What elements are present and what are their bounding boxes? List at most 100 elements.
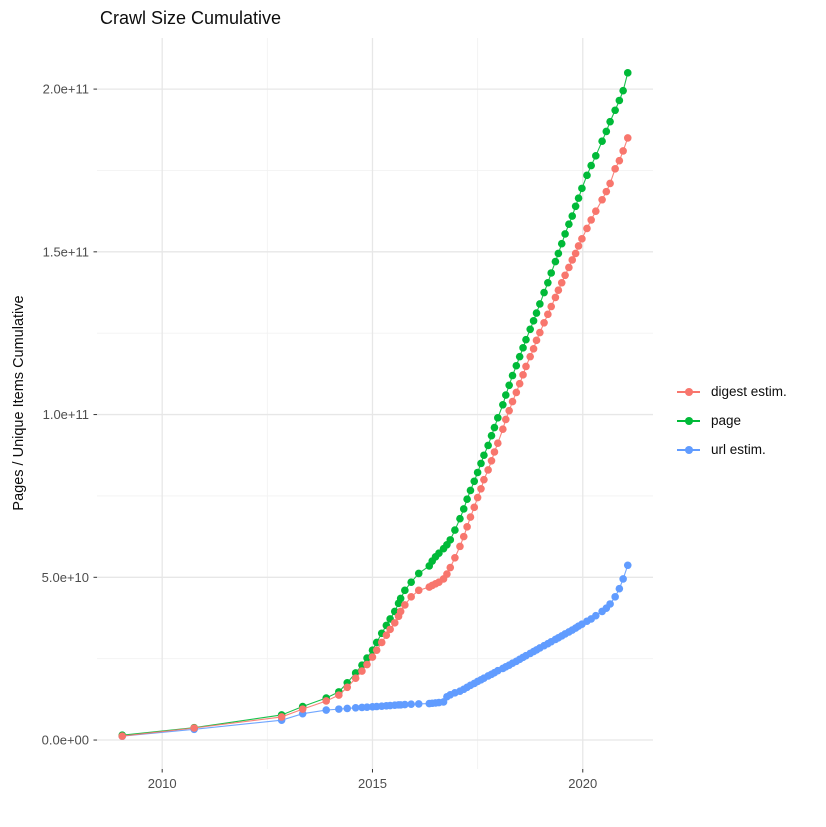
data-point-page (351, 669, 360, 677)
data-point-digest-estim (118, 732, 127, 740)
y-tick-label: 0.0e+00 (42, 733, 89, 748)
data-point-url-estim (363, 703, 371, 711)
data-point-url-estim (414, 700, 423, 708)
data-point-url-estim (606, 600, 614, 608)
legend-label: digest estim. (711, 384, 787, 399)
data-point-digest-estim (190, 724, 198, 732)
data-point-page (619, 86, 627, 95)
data-point-digest-estim (526, 352, 534, 361)
data-point-digest-estim (446, 563, 455, 572)
data-point-digest-estim (505, 406, 513, 415)
data-point-digest-estim (494, 439, 502, 448)
data-point-digest-estim (547, 302, 556, 311)
data-point-page (501, 391, 510, 399)
chart-title: Crawl Size Cumulative (100, 8, 282, 28)
data-point-digest-estim (602, 187, 611, 196)
data-point-digest-estim (322, 697, 331, 705)
data-point-page (557, 239, 566, 248)
data-point-page (512, 361, 521, 370)
data-point-digest-estim (499, 425, 507, 434)
data-point-page (470, 477, 479, 486)
data-point-page (598, 137, 606, 145)
data-point-digest-estim (343, 683, 352, 692)
data-point-url-estim (343, 704, 352, 713)
data-point-digest-estim (480, 475, 488, 484)
data-point-page (401, 586, 409, 595)
data-point-page (574, 194, 583, 202)
data-point-page (519, 344, 527, 352)
data-point-digest-estim (443, 570, 451, 578)
data-point-digest-estim (358, 667, 366, 675)
data-point-digest-estim (298, 705, 307, 713)
data-point-page (526, 325, 534, 334)
data-point-page (578, 184, 586, 193)
data-point-digest-estim (606, 179, 614, 188)
data-point-url-estim (611, 593, 619, 601)
data-point-url-estim (623, 561, 632, 570)
data-point-digest-estim (540, 318, 548, 327)
data-point-digest-estim (536, 328, 544, 337)
data-point-url-estim (592, 611, 600, 620)
data-point-digest-estim (611, 165, 619, 173)
data-point-url-estim (615, 584, 624, 593)
data-point-page (459, 505, 468, 513)
data-point-page (561, 230, 569, 238)
data-point-digest-estim (561, 271, 569, 280)
data-point-page (551, 257, 560, 266)
data-point-page (583, 171, 591, 180)
data-point-page (592, 152, 600, 160)
y-axis-title: Pages / Unique Items Cumulative (11, 295, 27, 511)
data-point-digest-estim (587, 216, 595, 224)
data-point-digest-estim (571, 249, 580, 258)
legend-key-point-icon (684, 387, 693, 396)
data-point-digest-estim (578, 235, 586, 243)
data-point-page (532, 309, 541, 317)
data-point-url-estim (322, 706, 331, 714)
data-point-digest-estim (377, 638, 386, 647)
data-point-url-estim (351, 704, 360, 712)
legend: digest estim. page url estim. (677, 377, 787, 464)
data-point-digest-estim (532, 336, 541, 345)
data-point-page (615, 96, 624, 105)
data-point-digest-estim (551, 293, 560, 302)
y-tick-label: 5.0e+10 (42, 570, 89, 585)
data-point-digest-estim (615, 156, 624, 165)
data-point-page (484, 441, 492, 450)
data-point-digest-estim (565, 263, 573, 272)
data-point-digest-estim (557, 278, 566, 287)
data-point-page (463, 495, 471, 503)
data-point-page (414, 569, 423, 578)
data-point-digest-estim (390, 619, 399, 627)
data-point-digest-estim (372, 646, 381, 655)
data-point-digest-estim (407, 593, 415, 601)
data-point-page (568, 212, 577, 220)
data-point-url-estim (401, 700, 409, 709)
data-point-digest-estim (414, 586, 423, 595)
data-point-digest-estim (484, 466, 492, 474)
y-tick-label: 1.0e+11 (43, 407, 89, 422)
data-point-page (499, 401, 507, 409)
data-point-page (554, 249, 563, 258)
data-point-digest-estim (477, 484, 485, 493)
data-point-digest-estim (529, 345, 538, 353)
data-point-digest-estim (522, 362, 530, 371)
data-point-page (490, 423, 499, 432)
data-point-digest-estim (470, 503, 479, 512)
data-point-digest-estim (473, 493, 482, 502)
data-point-digest-estim (401, 601, 409, 609)
x-tick-label: 2010 (148, 776, 177, 791)
data-point-digest-estim (456, 542, 464, 551)
data-point-page (536, 300, 544, 308)
data-point-page (435, 549, 443, 558)
y-tick-label: 2.0e+11 (43, 82, 89, 97)
data-point-url-estim (619, 575, 627, 583)
data-point-digest-estim (619, 147, 627, 155)
data-point-digest-estim (583, 224, 591, 233)
data-point-page (565, 220, 573, 228)
data-point-page (451, 526, 459, 534)
data-point-digest-estim (277, 713, 286, 721)
data-point-digest-estim (623, 134, 632, 142)
data-point-digest-estim (501, 415, 510, 424)
series-line-page (122, 72, 629, 736)
